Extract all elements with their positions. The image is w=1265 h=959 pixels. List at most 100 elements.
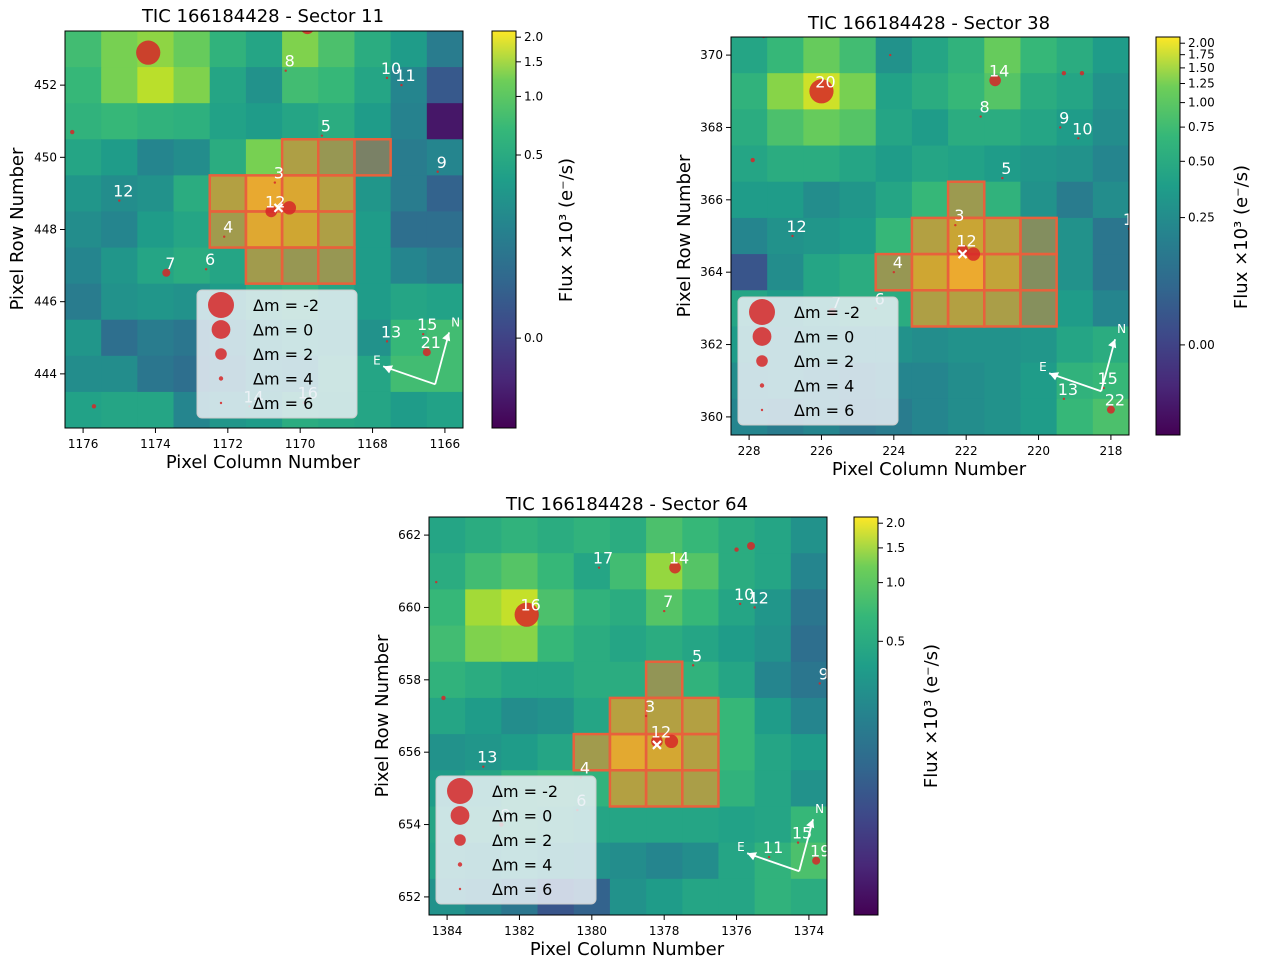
flux-pixel bbox=[790, 661, 827, 699]
axes-frame bbox=[730, 36, 1130, 436]
flux-pixel bbox=[984, 181, 1022, 219]
flux-pixel bbox=[282, 247, 319, 285]
y-tick-label: 366 bbox=[700, 193, 723, 207]
flux-pixel bbox=[429, 517, 466, 554]
flux-pixel bbox=[1020, 181, 1058, 219]
legend-label: Δm = 6 bbox=[492, 880, 552, 899]
flux-pixel bbox=[609, 842, 647, 880]
colorbar-tick-label: 0.50 bbox=[1188, 154, 1215, 168]
star-marker bbox=[691, 664, 695, 667]
flux-pixel bbox=[573, 589, 611, 627]
east-label: E bbox=[1039, 360, 1047, 374]
east-arrow bbox=[746, 852, 800, 873]
flux-pixel bbox=[718, 770, 756, 808]
star-marker bbox=[162, 268, 171, 277]
flux-pixel bbox=[609, 661, 647, 699]
star-label: 12 bbox=[265, 192, 285, 211]
aperture-pixel bbox=[681, 769, 720, 808]
colorbar-tick-label: 2.0 bbox=[886, 516, 905, 530]
flux-pixel bbox=[731, 254, 768, 291]
flux-pixel bbox=[65, 391, 102, 428]
aperture-pixel bbox=[946, 252, 986, 292]
star-marker bbox=[966, 247, 981, 261]
flux-pixel bbox=[501, 661, 539, 699]
flux-pixel bbox=[101, 211, 138, 249]
flux-pixel bbox=[209, 67, 247, 104]
x-tick-label: 1172 bbox=[213, 437, 244, 451]
colorbar-tick-label: 1.00 bbox=[1188, 96, 1215, 110]
flux-pixel bbox=[390, 319, 428, 357]
legend-label: Δm = 4 bbox=[794, 377, 854, 396]
flux-pixel bbox=[911, 254, 949, 291]
aperture-pixel bbox=[280, 246, 320, 285]
star-marker bbox=[223, 235, 226, 238]
flux-pixel bbox=[137, 391, 175, 428]
flux-pixel bbox=[984, 109, 1022, 147]
flux-pixel bbox=[245, 139, 283, 176]
star-label: 13 bbox=[381, 322, 401, 341]
flux-pixel bbox=[875, 37, 913, 74]
flux-pixel bbox=[1020, 73, 1058, 110]
flux-pixel bbox=[948, 73, 985, 110]
flux-pixel bbox=[911, 398, 949, 435]
aperture-pixel bbox=[681, 696, 720, 736]
colorbar-tick-label: 1.5 bbox=[524, 55, 543, 69]
star-marker bbox=[651, 735, 663, 748]
star-marker bbox=[1106, 405, 1115, 414]
star-marker bbox=[796, 841, 800, 844]
star-marker bbox=[204, 268, 208, 271]
flux-pixel bbox=[1092, 145, 1129, 183]
flux-pixel bbox=[1092, 290, 1129, 328]
flux-pixel bbox=[465, 553, 502, 590]
flux-pixel bbox=[429, 589, 466, 627]
flux-pixel bbox=[245, 247, 283, 285]
flux-pixel bbox=[65, 211, 102, 249]
flux-pixel bbox=[65, 355, 102, 393]
star-label: 22 bbox=[1105, 391, 1125, 410]
flux-pixel bbox=[426, 355, 463, 393]
magnitude-legend: Δm = -2 Δm = 0 Δm = 2 Δm = 4 Δm = 6 bbox=[435, 775, 597, 905]
flux-pixel bbox=[1020, 109, 1058, 147]
flux-pixel bbox=[429, 697, 466, 735]
star-label: 3 bbox=[954, 206, 964, 225]
flux-pixel bbox=[101, 319, 138, 357]
legend-marker bbox=[752, 327, 772, 346]
flux-pixel bbox=[209, 31, 247, 68]
flux-pixel bbox=[101, 283, 138, 321]
flux-pixel bbox=[790, 734, 827, 771]
flux-pixel bbox=[911, 290, 949, 328]
y-tick-label: 658 bbox=[398, 673, 421, 687]
colorbar: 2.0 1.5 1.0 0.5 bbox=[853, 516, 905, 916]
flux-pixel bbox=[803, 181, 841, 219]
x-axis-label: Pixel Column Number bbox=[166, 452, 361, 473]
star-marker bbox=[284, 69, 287, 72]
flux-pixel bbox=[839, 217, 877, 255]
flux-pixel bbox=[65, 319, 102, 357]
y-tick-label: 362 bbox=[700, 338, 723, 352]
flux-pixel bbox=[646, 697, 683, 735]
star-marker bbox=[136, 40, 161, 65]
flux-pixel bbox=[1056, 290, 1094, 328]
flux-pixel bbox=[1056, 37, 1094, 74]
aperture-pixel bbox=[608, 769, 648, 808]
aperture-pixel bbox=[317, 174, 356, 213]
flux-pixel bbox=[501, 517, 539, 554]
flux-pixel bbox=[767, 254, 804, 291]
x-tick-label: 1170 bbox=[285, 437, 316, 451]
east-arrow bbox=[382, 365, 436, 386]
flux-pixel bbox=[682, 553, 720, 590]
aperture-pixel bbox=[983, 289, 1022, 328]
star-marker bbox=[385, 76, 389, 80]
flux-pixel bbox=[245, 67, 283, 104]
star-marker bbox=[320, 134, 324, 137]
flux-pixel bbox=[1020, 290, 1058, 328]
star-label: 14 bbox=[669, 549, 689, 568]
colorbar-tick-label: 1.5 bbox=[886, 541, 905, 555]
legend-label: Δm = -2 bbox=[253, 296, 319, 315]
flux-pixel bbox=[754, 625, 792, 663]
x-tick-label: 1384 bbox=[432, 924, 463, 938]
flux-pixel bbox=[609, 697, 647, 735]
flux-pixel bbox=[754, 517, 792, 554]
flux-pixel bbox=[984, 254, 1022, 291]
